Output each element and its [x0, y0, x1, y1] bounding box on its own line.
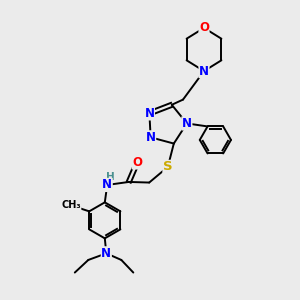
Text: S: S — [163, 160, 172, 173]
Text: O: O — [132, 156, 142, 169]
Text: CH₃: CH₃ — [61, 200, 81, 210]
Text: N: N — [146, 131, 156, 144]
Text: O: O — [199, 21, 209, 34]
Text: N: N — [182, 117, 192, 130]
Text: H: H — [106, 172, 115, 182]
Text: N: N — [199, 64, 209, 78]
Text: N: N — [101, 247, 111, 260]
Text: N: N — [102, 178, 112, 191]
Text: N: N — [144, 107, 154, 120]
